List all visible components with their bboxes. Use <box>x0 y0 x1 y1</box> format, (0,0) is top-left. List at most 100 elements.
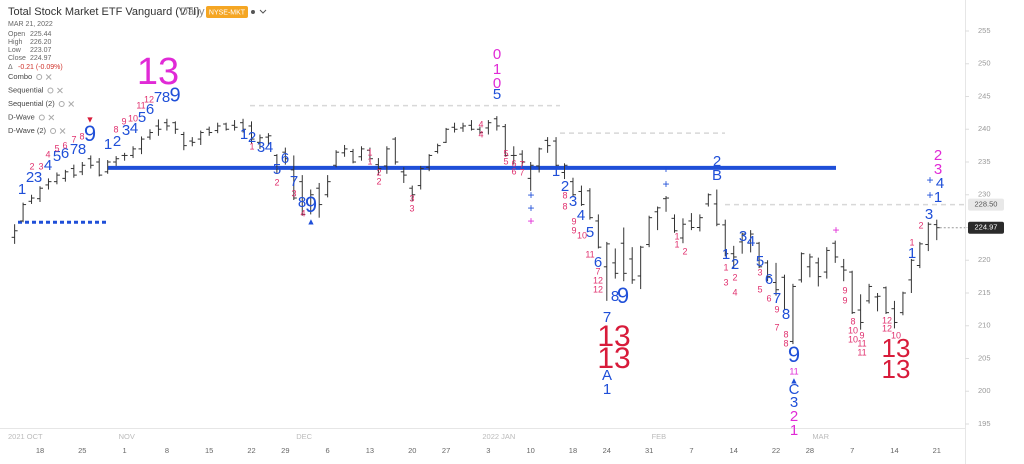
annotation: 9 <box>842 295 847 305</box>
annotation: 10 <box>891 330 901 340</box>
annotation: 7 <box>773 290 781 307</box>
annotation: ▲ <box>307 216 316 226</box>
close-icon[interactable] <box>68 101 75 107</box>
quote-label: High <box>8 39 23 46</box>
change-label: Δ <box>8 64 13 71</box>
y-tick-label: 250 <box>978 59 991 68</box>
annotation: 6 <box>281 150 289 167</box>
indicator-name: Sequential <box>8 85 44 94</box>
annotation: 1 <box>908 245 916 262</box>
x-tick-label: 14 <box>890 446 898 455</box>
annotation: 12 <box>593 275 603 285</box>
y-tick-label: 255 <box>978 26 991 35</box>
annotation: 13 <box>597 320 630 353</box>
x-tick-label: 8 <box>165 446 169 455</box>
x-month-label: 2021 OCT <box>8 432 43 441</box>
x-month-label: 2022 JAN <box>482 432 515 441</box>
annotation: 4 <box>130 120 138 137</box>
indicator-name: D-Wave <box>8 112 35 121</box>
dropdown-icon[interactable] <box>259 9 267 14</box>
annotation: 1 <box>104 136 112 153</box>
annotation: 1 <box>552 163 560 180</box>
x-tick-label: 31 <box>645 446 653 455</box>
annotation: 13 <box>882 333 911 363</box>
annotation: 3 <box>291 188 296 198</box>
annotation: 9 <box>305 192 317 217</box>
annotation: 3 <box>122 122 130 139</box>
annotation: 3 <box>34 169 42 186</box>
close-icon[interactable] <box>48 114 55 121</box>
annotation: 4 <box>936 175 944 192</box>
date: MAR 21, 2022 <box>8 21 53 28</box>
annotation: 1 <box>674 239 679 249</box>
indicator-name: Sequential (2) <box>8 99 55 108</box>
annotation: 0 <box>493 46 501 63</box>
annotation: 1 <box>367 147 372 157</box>
annotation: 4 <box>747 233 755 250</box>
status-dot <box>251 10 255 14</box>
annotation: 9 <box>571 216 576 226</box>
annotation: 8 <box>78 141 86 158</box>
close-icon[interactable] <box>45 74 52 80</box>
x-tick-label: 3 <box>486 446 490 455</box>
y-tick-label: 230 <box>978 190 991 199</box>
annotation: 1 <box>249 141 254 151</box>
close-icon[interactable] <box>59 128 66 134</box>
y-tick-label: 200 <box>978 386 991 395</box>
annotation: + <box>832 223 839 237</box>
settings-icon[interactable] <box>50 128 57 134</box>
x-tick-label: 18 <box>36 446 44 455</box>
annotation: 9 <box>571 225 576 235</box>
x-tick-label: 7 <box>850 446 854 455</box>
annotation: 4 <box>45 149 50 159</box>
settings-icon[interactable] <box>47 87 54 94</box>
annotation: 9 <box>842 285 847 295</box>
x-month-label: MAR <box>812 432 829 441</box>
x-tick-label: 6 <box>326 446 330 455</box>
annotation: 2 <box>113 133 121 150</box>
level-tag <box>968 198 1004 211</box>
annotation: 8 <box>562 190 567 200</box>
annotation: 9 <box>774 304 779 314</box>
annotation: 5 <box>273 161 281 178</box>
annotation: 10 <box>848 325 858 335</box>
x-tick-label: 7 <box>689 446 693 455</box>
y-tick-label: 235 <box>978 157 991 166</box>
close-icon[interactable] <box>57 87 63 94</box>
quote-value: 223.07 <box>30 47 52 54</box>
annotation: 9 <box>788 342 800 367</box>
annotation: 3 <box>757 267 762 277</box>
annotation: 8 <box>783 338 788 348</box>
x-month-label: DEC <box>296 432 312 441</box>
annotation: 2 <box>376 176 381 186</box>
annotation: 11 <box>789 366 798 376</box>
annotation: 8 <box>611 288 619 305</box>
settings-icon[interactable] <box>36 74 43 80</box>
annotation: 4 <box>732 287 737 297</box>
annotation: 0 <box>493 75 501 92</box>
annotation: 11 <box>136 100 145 110</box>
annotation: 2 <box>790 408 798 425</box>
annotation: 6 <box>511 158 516 168</box>
annotation: 9 <box>169 84 180 106</box>
quote-value: 226.20 <box>30 39 52 46</box>
symbol: Total Stock Market ETF Vanguard (VTI) <box>8 6 200 18</box>
x-tick-label: 18 <box>569 446 577 455</box>
indicator-name: Combo <box>8 72 32 81</box>
annotation: 3 <box>409 193 414 203</box>
annotation: 11 <box>857 338 866 348</box>
annotation: 3 <box>790 394 798 411</box>
annotation: ▲ <box>790 375 799 385</box>
annotation: 7 <box>70 141 78 158</box>
annotation: 10 <box>577 230 587 240</box>
level-tag-label: 228.50 <box>975 200 998 209</box>
annotation: 11 <box>585 249 594 259</box>
settings-icon[interactable] <box>58 101 65 107</box>
annotation: 12 <box>144 94 154 104</box>
annotation: 12 <box>882 323 892 333</box>
exchange: NYSE-MKT <box>209 9 246 16</box>
annotation: 1 <box>18 181 26 198</box>
settings-icon[interactable] <box>38 114 45 121</box>
y-tick-label: 210 <box>978 321 991 330</box>
